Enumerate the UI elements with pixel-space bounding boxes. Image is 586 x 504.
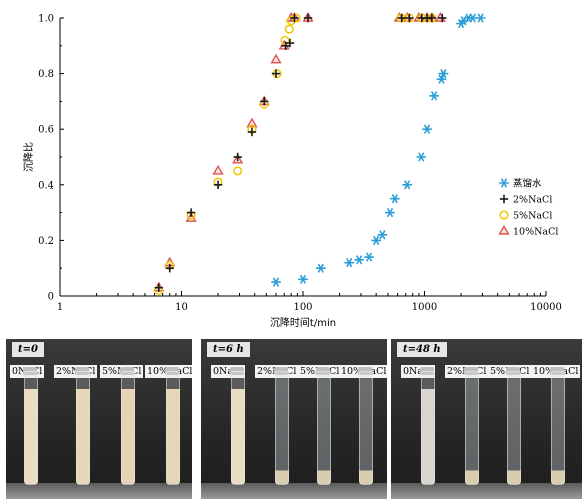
data-point <box>297 274 309 284</box>
x-tick-label: 10000 <box>530 302 562 313</box>
legend-item: 蒸馏水 <box>498 178 542 190</box>
photo-t0: t=0 0NaCl 2%NaCl 5%NaCl 10%NaCl <box>6 339 192 499</box>
time-label: t=48 h <box>397 342 447 357</box>
data-point <box>389 194 400 204</box>
data-point <box>284 24 294 34</box>
y-tick-label: 0.2 <box>38 236 54 247</box>
graduated-cylinder <box>507 371 521 485</box>
data-point <box>438 69 449 79</box>
data-point <box>186 208 196 217</box>
data-point <box>233 166 243 176</box>
graduated-cylinder <box>24 371 38 485</box>
legend-item: 5%NaCl <box>499 210 552 222</box>
data-point <box>260 97 269 106</box>
data-point <box>165 264 174 273</box>
y-axis-title: 沉降比 <box>22 142 35 172</box>
settling-photos: t=0 0NaCl 2%NaCl 5%NaCl 10%NaCl t=6 h 0N… <box>6 339 582 499</box>
data-point <box>438 13 447 23</box>
legend-label: 5%NaCl <box>513 211 552 222</box>
graduated-cylinder <box>275 371 289 485</box>
photo-t6h: t=6 h 0NaCl 2%NaCl 5%NaCl 10%NaCl <box>201 339 387 499</box>
data-point <box>290 13 299 23</box>
graduated-cylinder <box>551 371 565 485</box>
data-point <box>405 13 414 23</box>
axes: 0 0.2 0.4 0.6 0.8 1.0 1 10 100 1000 10000 <box>38 14 562 314</box>
graduated-cylinder <box>359 371 373 485</box>
y-tick-label: 0.6 <box>38 125 54 136</box>
legend-item: 2%NaCl <box>499 194 552 206</box>
data-point <box>397 13 406 23</box>
data-point <box>315 263 326 273</box>
data-point <box>436 74 447 84</box>
y-tick-label: 0.4 <box>38 180 54 191</box>
legend-item: 10%NaCl <box>498 224 558 238</box>
graduated-cylinder <box>317 371 331 485</box>
data-point <box>344 258 355 268</box>
settling-chart: 0 0.2 0.4 0.6 0.8 1.0 1 10 100 1000 10000 蒸馏水 2%NaC… <box>22 11 562 329</box>
data-point <box>246 117 258 128</box>
photo-t48h: t=48 h 0NaCl 2%NaCl 5%NaCl 10%NaCl <box>391 339 582 499</box>
data-point <box>271 69 281 78</box>
data-point <box>371 235 382 245</box>
graduated-cylinder <box>421 371 435 485</box>
data-point <box>434 11 446 22</box>
series-circle <box>154 13 437 295</box>
series-plus <box>154 13 447 292</box>
data-point <box>416 152 427 162</box>
data-point <box>303 13 313 23</box>
bench-surface <box>391 483 582 499</box>
data-point <box>427 13 437 23</box>
data-point <box>270 53 282 64</box>
data-point <box>402 180 413 190</box>
time-label: t=6 h <box>207 342 250 357</box>
data-point <box>233 152 242 162</box>
graduated-cylinder <box>121 371 135 485</box>
data-point <box>467 13 478 23</box>
y-tick-label: 0.8 <box>38 69 54 80</box>
data-point <box>212 164 224 175</box>
data-point <box>384 208 395 218</box>
legend-label: 10%NaCl <box>513 227 558 238</box>
data-marks <box>153 11 486 295</box>
x-tick-label: 10 <box>175 302 188 313</box>
data-point <box>475 13 486 23</box>
x-tick-label: 1 <box>57 302 63 313</box>
legend-marker <box>499 210 509 220</box>
x-tick-label: 100 <box>293 302 312 313</box>
legend-marker <box>498 224 510 235</box>
data-point <box>213 180 223 189</box>
bench-surface <box>201 483 387 499</box>
data-point <box>364 252 375 262</box>
x-axis-title: 沉降时间t/min <box>270 316 336 329</box>
graduated-cylinder <box>231 371 245 485</box>
x-tick-label: 1000 <box>412 302 437 313</box>
bench-surface <box>6 483 192 499</box>
data-point <box>377 230 388 240</box>
graduated-cylinder <box>465 371 479 485</box>
y-tick-label: 1.0 <box>38 14 54 25</box>
series-asterisk <box>271 13 486 287</box>
data-point <box>154 283 163 292</box>
data-point <box>429 91 440 101</box>
time-label: t=0 <box>12 342 44 357</box>
data-point <box>271 277 282 287</box>
legend-label: 2%NaCl <box>513 195 552 206</box>
data-point <box>285 38 295 48</box>
data-point <box>247 127 257 137</box>
legend: 蒸馏水 2%NaCl 5%NaCl 10%NaCl <box>498 178 558 238</box>
data-point <box>354 255 365 265</box>
legend-marker <box>499 194 509 204</box>
y-tick-label: 0 <box>48 292 54 303</box>
series-triangle <box>153 11 446 292</box>
data-point <box>281 41 290 50</box>
legend-marker <box>498 178 510 188</box>
graduated-cylinder <box>166 371 180 485</box>
graduated-cylinder <box>76 371 90 485</box>
legend-label: 蒸馏水 <box>513 178 542 190</box>
data-point <box>422 124 433 134</box>
